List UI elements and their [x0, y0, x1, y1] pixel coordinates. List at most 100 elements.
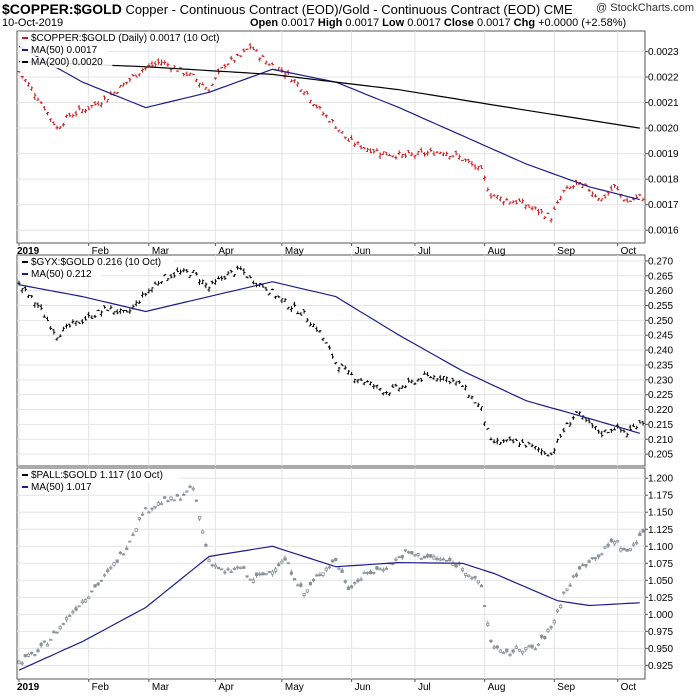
candle-body [536, 643, 541, 646]
candle-body [229, 571, 233, 574]
candle-body [251, 579, 255, 583]
legend-bg [20, 257, 174, 268]
candle-body [337, 567, 341, 570]
candle-body [118, 551, 122, 554]
y-tick-label: 0.260 [648, 286, 673, 297]
chg-value: +0.0000 (+2.58%) [538, 17, 627, 29]
candle-body [343, 580, 347, 583]
candle-body [375, 566, 379, 570]
legend-bg [20, 45, 107, 56]
candle-body [631, 543, 636, 546]
candle-body [346, 586, 351, 591]
candle-body [254, 572, 259, 576]
candle-body [521, 651, 525, 654]
candle-body [223, 571, 227, 574]
candle-body [581, 564, 585, 567]
candle-body [625, 548, 629, 552]
candle-body [49, 638, 53, 641]
candle-body [340, 569, 344, 573]
candle-body [359, 578, 363, 581]
candle-body [606, 544, 610, 547]
candle-body [55, 631, 59, 634]
candle-body [407, 551, 411, 554]
candle-body [353, 582, 357, 584]
candle-body [23, 654, 27, 657]
candle-body [489, 639, 493, 643]
y-tick-label: 0.220 [648, 405, 673, 416]
candle-body [502, 651, 506, 654]
y-tick-label: 0.270 [648, 256, 673, 267]
candle-body [315, 574, 319, 577]
candle-body [422, 555, 427, 559]
candle-body [372, 571, 376, 574]
legend-bg [20, 57, 113, 68]
candle-body [150, 507, 154, 510]
high-label: High [317, 17, 343, 29]
candle-body [432, 556, 436, 560]
candle-body [17, 660, 21, 664]
ma50-line [18, 545, 640, 671]
candle-body [172, 499, 176, 502]
candle-body [508, 654, 512, 656]
legend-bg [20, 482, 102, 493]
legend-entry: MA(200) 0.0020 [31, 57, 103, 68]
panel-2-frame [16, 254, 646, 467]
candle-body [587, 560, 591, 563]
candle-body [311, 579, 316, 581]
candle-body [36, 649, 40, 653]
candle-body [45, 644, 50, 647]
candle-body [441, 558, 446, 561]
candle-body [235, 566, 240, 569]
close-label: Close [443, 17, 474, 29]
candle-body [426, 554, 430, 558]
candle-body [394, 558, 398, 561]
y-tick-label: 0.205 [648, 450, 673, 461]
y-tick-label: 0.950 [648, 644, 673, 655]
candle-body [590, 557, 594, 560]
candle-body [121, 553, 126, 556]
y-tick-label: 0.215 [648, 420, 673, 431]
candle-body [166, 500, 170, 503]
candle-body [125, 547, 129, 550]
y-tick-label: 0.0022 [648, 72, 679, 83]
y-tick-label: 0.0023 [648, 47, 679, 58]
candle-body [159, 503, 164, 506]
candle-body [289, 571, 294, 575]
candle-body [292, 578, 297, 581]
candle-body [546, 629, 550, 632]
candle-body [356, 579, 360, 582]
candle-body [574, 573, 579, 577]
candle-body [144, 507, 148, 510]
candle-body [61, 623, 65, 625]
open-label: Open [250, 17, 279, 29]
y-tick-label: 0.975 [648, 627, 673, 638]
candle-body [185, 490, 189, 493]
candle-body [327, 566, 332, 569]
candle-body [204, 544, 208, 547]
candle-body [514, 646, 518, 649]
legend-entry: MA(50) 0.212 [31, 269, 92, 280]
ohlc-readout: Open 0.0017 High 0.0017 Low 0.0017 Close… [250, 17, 626, 29]
candle-body [511, 649, 515, 653]
copyright[interactable]: @ StockCharts.com [596, 2, 694, 14]
candle-body [188, 485, 192, 488]
candle-body [410, 551, 414, 555]
candle-body [334, 557, 338, 561]
candle-body [498, 649, 503, 653]
candle-body [622, 547, 626, 551]
candle-body [20, 662, 24, 665]
x-tick-label: Feb [92, 682, 110, 693]
candle-body [603, 546, 607, 549]
candle-body [58, 626, 62, 630]
candle-body [324, 567, 328, 571]
candle-body [445, 559, 449, 562]
candle-body [232, 568, 236, 570]
candle-body [163, 496, 167, 499]
candle-body [128, 540, 132, 543]
candle-body [102, 574, 107, 577]
y-tick-label: 0.250 [648, 316, 673, 327]
x-tick-label: Sep [557, 246, 575, 257]
candle-body [182, 494, 186, 496]
candle-body [308, 581, 313, 586]
